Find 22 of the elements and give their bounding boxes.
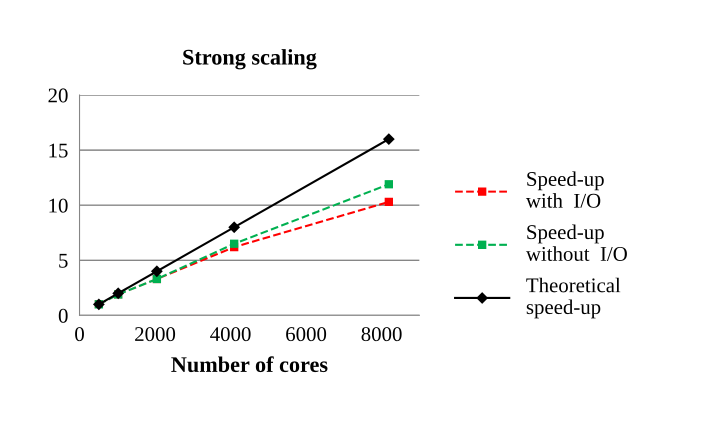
y-tick-label: 10 (49, 198, 68, 213)
y-tick-label: 5 (59, 254, 68, 268)
y-tick-label: 20 (48, 88, 68, 102)
x-tick-label: 8000 (362, 327, 402, 342)
x-tick-label: 0 (75, 327, 84, 342)
x-tick-label: 2000 (135, 327, 176, 342)
point (112, 288, 124, 299)
point (383, 134, 394, 145)
point (384, 198, 393, 206)
legend-label: Theoretical speed-up (526, 278, 620, 318)
point (230, 240, 238, 248)
x-axis-title: Number of cores (171, 356, 328, 372)
point (151, 266, 162, 277)
legend-label: Speed-up without I/O (526, 224, 627, 261)
x-tick-label: 4000 (210, 327, 251, 342)
y-tick-label: 15 (49, 144, 68, 158)
point (228, 222, 240, 233)
legend-label: Speed-up with I/O (526, 171, 604, 208)
point (384, 180, 393, 188)
y-tick-label: 0 (58, 308, 68, 323)
chart-title: Strong scaling (183, 49, 317, 70)
x-tick-label: 6000 (286, 327, 326, 342)
